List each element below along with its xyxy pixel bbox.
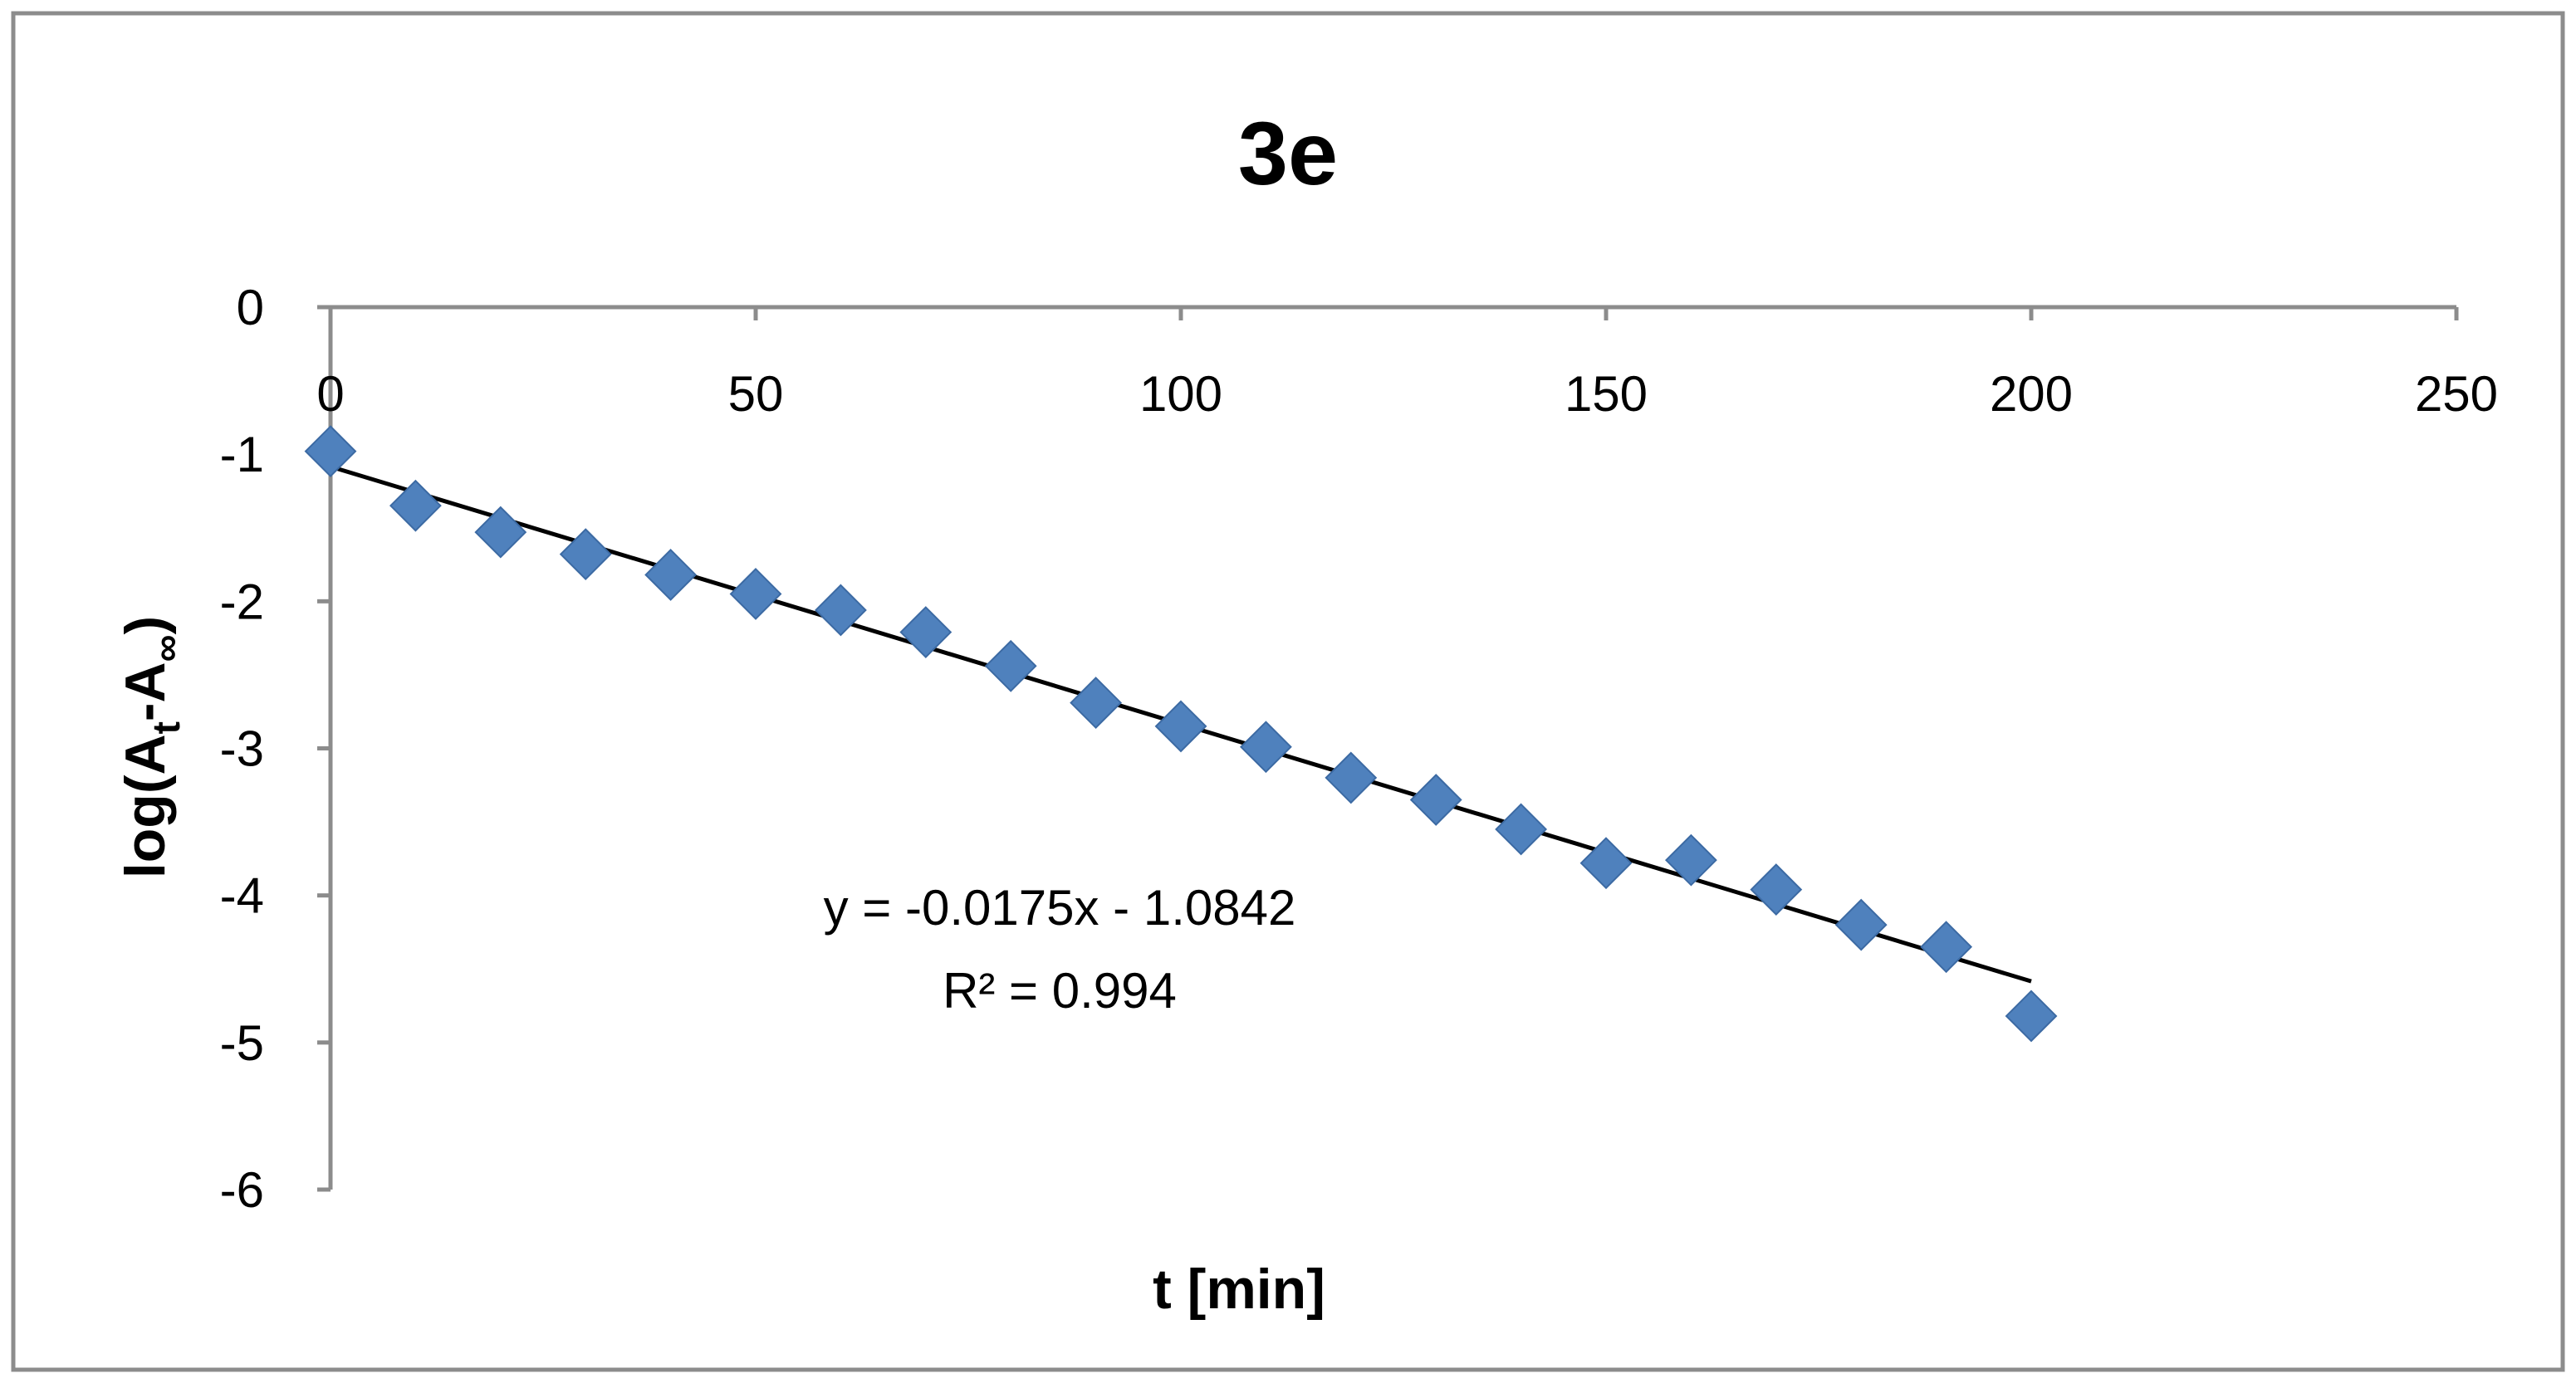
data-point-marker (644, 549, 698, 601)
chart-title: 3e (1238, 103, 1338, 203)
data-point-marker (304, 425, 357, 478)
data-point-marker (1920, 921, 1973, 974)
data-point-marker (559, 528, 612, 581)
y-tick-label: -6 (220, 1162, 264, 1218)
x-tick-label: 250 (2415, 366, 2498, 422)
y-axis-title-mid: -A (114, 662, 177, 721)
y-tick-labels: 0 -1 -2 -3 -4 -5 -6 (220, 280, 264, 1218)
data-point-marker (2005, 990, 2058, 1043)
y-tick-label: -1 (220, 427, 264, 482)
y-axis-title-sub-t: t (144, 721, 188, 734)
x-tick-label: 150 (1565, 366, 1648, 422)
y-tick-label: -5 (220, 1015, 264, 1071)
y-axis-title-sub-inf: ∞ (144, 635, 188, 662)
y-tick-label: -3 (220, 721, 264, 777)
y-tick-label: -4 (220, 868, 264, 924)
trendline-r-squared: R² = 0.994 (943, 963, 1177, 1019)
data-point-marker (1495, 803, 1548, 856)
data-point-marker (1070, 677, 1123, 729)
x-tick-label: 200 (1990, 366, 2073, 422)
data-point-marker (1750, 863, 1803, 916)
x-axis-title: t [min] (1153, 1258, 1325, 1321)
y-axis-title-prefix: log(A (114, 734, 177, 878)
data-point-marker (1409, 774, 1462, 826)
data-point-marker (814, 584, 867, 637)
y-tick-label: 0 (237, 280, 264, 335)
data-point-marker (474, 506, 527, 559)
data-points (304, 425, 2058, 1043)
data-point-marker (1239, 721, 1292, 774)
data-point-marker (1325, 751, 1378, 804)
y-axis-title: log(At-A∞) (114, 616, 188, 878)
x-tick-labels: 0 50 100 150 200 250 (316, 366, 2498, 422)
plot-area: 0 -1 -2 -3 -4 -5 -6 0 50 100 150 200 250 (220, 280, 2498, 1218)
x-axis-ticks (328, 307, 2459, 320)
x-tick-label: 100 (1139, 366, 1222, 422)
y-axis-title-suffix: ) (114, 616, 177, 635)
x-tick-label: 50 (728, 366, 784, 422)
data-point-marker (1834, 898, 1888, 951)
chart-border (11, 11, 2565, 1372)
data-point-marker (984, 639, 1037, 692)
data-point-marker (1579, 837, 1633, 890)
x-tick-label: 0 (316, 366, 344, 422)
y-tick-label: -2 (220, 574, 264, 629)
data-point-marker (729, 568, 782, 620)
data-point-marker (899, 606, 953, 658)
data-point-marker (1664, 833, 1717, 887)
trendline-equation: y = -0.0175x - 1.0842 (824, 880, 1296, 936)
data-point-marker (389, 479, 442, 532)
data-point-marker (1154, 700, 1207, 753)
